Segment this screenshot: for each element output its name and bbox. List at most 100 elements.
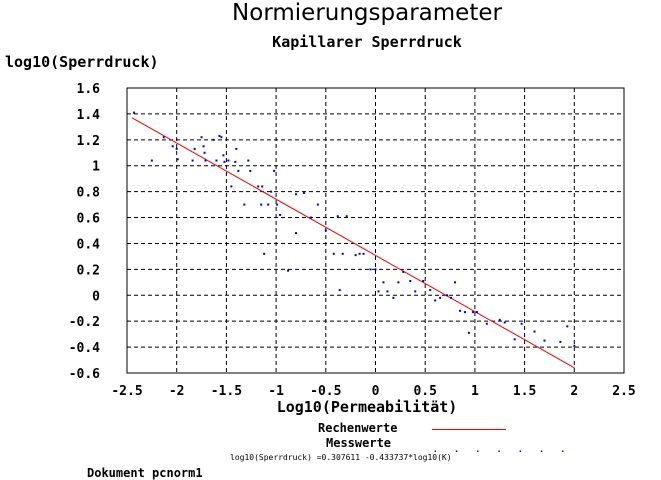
y-tick-label: -0.4 bbox=[69, 341, 100, 356]
data-point bbox=[203, 151, 206, 154]
data-point bbox=[227, 159, 230, 162]
chart-title: Normierungsparameter bbox=[232, 0, 502, 26]
data-point bbox=[513, 338, 516, 341]
data-point bbox=[276, 203, 279, 206]
data-point bbox=[450, 296, 453, 299]
data-point bbox=[162, 136, 165, 139]
data-point bbox=[287, 269, 290, 272]
data-point bbox=[237, 169, 240, 172]
data-point bbox=[439, 296, 442, 299]
tick-layer: -2.5 -2 -1.5 -1 -0.5 0 0.5 1 1.5 2 2.5 1.6 1.4 1.2 1 0.… bbox=[69, 82, 636, 399]
data-point bbox=[223, 160, 226, 163]
data-point bbox=[485, 322, 488, 325]
x-tick-label: 2.5 bbox=[612, 384, 635, 399]
data-point bbox=[409, 280, 412, 283]
data-point bbox=[150, 159, 153, 162]
data-point bbox=[475, 311, 478, 314]
data-point bbox=[215, 159, 218, 162]
data-point bbox=[263, 252, 266, 255]
data-point bbox=[235, 147, 238, 150]
data-point bbox=[336, 215, 339, 218]
data-point bbox=[191, 159, 194, 162]
data-point bbox=[422, 280, 425, 283]
x-tick-label: 1 bbox=[471, 384, 479, 399]
y-tick-label: 0 bbox=[92, 289, 100, 304]
x-tick-label: -2.5 bbox=[111, 384, 142, 399]
x-tick-label: -1.5 bbox=[211, 384, 242, 399]
data-point bbox=[354, 254, 357, 257]
data-point bbox=[243, 203, 246, 206]
data-point bbox=[341, 252, 344, 255]
data-point bbox=[392, 296, 395, 299]
data-point bbox=[414, 290, 417, 293]
data-point bbox=[294, 232, 297, 235]
x-tick-label: 0.5 bbox=[413, 384, 436, 399]
data-point bbox=[247, 159, 250, 162]
data-point bbox=[212, 138, 215, 141]
y-tick-label: -0.6 bbox=[69, 367, 100, 382]
data-point bbox=[309, 216, 312, 219]
data-point bbox=[397, 281, 400, 284]
data-point bbox=[332, 252, 335, 255]
y-tick-label: 1 bbox=[92, 160, 100, 175]
y-axis-label: log10(Sperrdruck) bbox=[5, 53, 159, 71]
x-tick-label: 0 bbox=[372, 384, 380, 399]
y-tick-label: 1.6 bbox=[77, 82, 101, 97]
series-layer bbox=[131, 111, 576, 369]
x-tick-label: -2 bbox=[169, 384, 185, 399]
legend-point-swatch: . . . . . . . bbox=[432, 442, 571, 455]
data-point bbox=[257, 185, 260, 188]
data-point bbox=[324, 229, 327, 232]
data-point bbox=[294, 193, 297, 196]
x-tick-label: 2 bbox=[570, 384, 578, 399]
data-point bbox=[386, 290, 389, 293]
y-tick-label: 0.6 bbox=[77, 212, 101, 227]
data-point bbox=[249, 169, 252, 172]
legend-line-swatch bbox=[432, 429, 506, 430]
data-point bbox=[446, 294, 449, 297]
data-point bbox=[234, 160, 237, 163]
x-axis-label: Log10(Permeabilität) bbox=[276, 398, 458, 416]
data-point bbox=[193, 147, 196, 150]
y-tick-label: 0.4 bbox=[77, 237, 101, 252]
legend-line-label: Rechenwerte bbox=[318, 421, 398, 435]
plot-frame bbox=[126, 87, 625, 374]
data-point bbox=[434, 299, 437, 302]
y-tick-label: 1.4 bbox=[77, 108, 101, 123]
data-point bbox=[316, 203, 319, 206]
data-point bbox=[171, 145, 174, 148]
y-tick-label: 0.2 bbox=[77, 263, 100, 278]
x-tick-label: -0.5 bbox=[310, 384, 341, 399]
data-point bbox=[358, 252, 361, 255]
data-point bbox=[302, 191, 305, 194]
data-point bbox=[200, 136, 203, 139]
data-point bbox=[222, 154, 225, 157]
legend-point-label: Messwerte bbox=[326, 436, 392, 450]
data-point bbox=[270, 190, 273, 193]
data-point bbox=[566, 325, 569, 328]
regression-formula: log10(Sperrdruck) =0.307611 -0.433737*lo… bbox=[230, 453, 452, 462]
data-point bbox=[261, 185, 264, 188]
data-point bbox=[402, 270, 405, 273]
data-point bbox=[573, 344, 576, 347]
data-point bbox=[273, 169, 276, 172]
data-point bbox=[498, 318, 501, 321]
data-point bbox=[267, 203, 270, 206]
data-point bbox=[543, 339, 546, 342]
data-point bbox=[454, 281, 457, 284]
data-point bbox=[362, 252, 365, 255]
data-point bbox=[260, 203, 263, 206]
data-point bbox=[374, 268, 377, 271]
data-point bbox=[429, 289, 432, 292]
data-point bbox=[559, 340, 562, 343]
data-point bbox=[503, 321, 506, 324]
data-point bbox=[175, 147, 178, 150]
data-point bbox=[533, 330, 536, 333]
data-point bbox=[204, 159, 207, 162]
grid-layer bbox=[127, 88, 624, 373]
y-tick-label: -0.2 bbox=[69, 315, 100, 330]
data-point bbox=[176, 158, 179, 161]
data-point bbox=[382, 281, 385, 284]
data-point bbox=[132, 111, 135, 114]
